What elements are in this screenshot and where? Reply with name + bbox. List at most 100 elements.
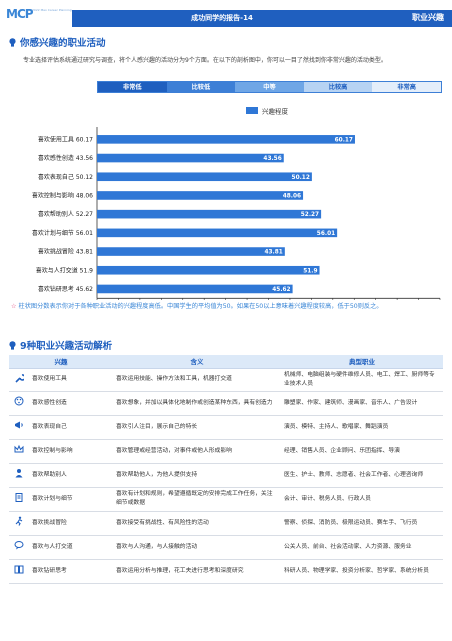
typical-jobs: 警察、侦探、消防员、极限运动员、赛车手、飞行员 [281, 511, 443, 536]
bar-value-label: 52.27 [301, 212, 319, 218]
table-row: 喜欢控制与影响 喜欢管理或经营活动，对事件或他人形成影响 经理、销售人员、企业顾问、… [9, 439, 443, 464]
typical-jobs: 会计、审计、税务人员、行政人员 [281, 487, 443, 512]
page-header: MCP 2022 Mao Career Planning 成功同学的报告-14 … [0, 0, 452, 30]
typical-jobs: 医生、护士、教师、志愿者、社会工作者、心理咨询师 [281, 463, 443, 488]
scale-level: 比较低 [166, 82, 236, 92]
bar [97, 135, 355, 144]
section1-title-text: 你感兴趣的职业活动 [20, 38, 106, 49]
row-icon-cell [9, 559, 29, 584]
bar [97, 172, 312, 182]
bar [97, 153, 284, 163]
category-label: 喜欢使用工具 60.17 [38, 135, 93, 143]
category-label: 喜欢帮助别人 52.27 [38, 210, 93, 218]
row-icon-cell [9, 487, 29, 512]
bar [97, 265, 320, 275]
category-label: 喜欢计划与细节 56.01 [32, 229, 93, 237]
typical-jobs: 经理、销售人员、企业顾问、乐团指挥、导演 [281, 439, 443, 464]
bar-value-label: 45.62 [272, 287, 290, 293]
bar-chart-svg: 兴趣程度0510152025303540455055606570758060.1… [32, 107, 444, 312]
table-header-row: 兴趣 含义 典型职业 [9, 355, 443, 369]
section2-title: 9种职业兴趣活动解析 [9, 338, 112, 352]
logo-subtitle: 2022 Mao Career Planning [32, 8, 72, 12]
typical-jobs: 演员、模特、主持人、歌唱家、舞蹈演员 [281, 415, 443, 440]
table-row: 喜欢钻研思考 喜欢运用分析与推理，花工夫进行思考和深度研究 科研人员、物理学家、投资… [9, 559, 443, 584]
interest-scale: 非常低 比较低 中等 比较高 非常高 [97, 81, 442, 93]
interest-meaning: 喜欢有计划和规则，希望遵循既定的安排完成工作任务，关注细节或数据 [113, 487, 281, 512]
bar-value-label: 43.56 [263, 156, 281, 162]
legend-swatch [246, 107, 258, 114]
col-jobs: 典型职业 [281, 355, 443, 369]
star-icon: ☆ [11, 303, 17, 310]
interest-name: 喜欢挑战冒险 [29, 511, 113, 536]
row-icon-cell [9, 463, 29, 488]
book-icon [14, 565, 24, 574]
logo-mark: MCP [6, 7, 34, 21]
table-row: 喜欢挑战冒险 喜欢接受有挑战性、有风险性的活动 警察、侦探、消防员、极限运动员、赛车… [9, 511, 443, 536]
typical-jobs: 雕塑家、作家、建筑师、漫画家、音乐人、广告设计 [281, 391, 443, 416]
lightbulb-icon [9, 38, 16, 47]
interest-meaning: 喜欢管理或经营活动，对事件或他人形成影响 [113, 439, 281, 464]
bar-value-label: 43.81 [264, 250, 282, 256]
helper-icon [15, 469, 23, 478]
typical-jobs: 科研人员、物理学家、投资分析家、哲学家、系统分析员 [281, 559, 443, 584]
bar-value-label: 60.17 [335, 137, 353, 143]
category-label: 喜欢钻研思考 45.62 [38, 285, 93, 293]
bar-value-label: 51.9 [303, 268, 317, 274]
interest-name: 喜欢与人打交道 [29, 535, 113, 560]
row-icon-cell [9, 511, 29, 536]
clipboard-icon [15, 493, 23, 502]
table-row: 喜欢表现自己 喜欢引人注目，展示自己的特长 演员、模特、主持人、歌唱家、舞蹈演员 [9, 415, 443, 440]
bar [97, 191, 304, 200]
bar-value-label: 50.12 [292, 175, 310, 181]
section1-title: 你感兴趣的职业活动 [9, 35, 106, 49]
chart-note: ☆ 柱状图分数表示你对于各种职业活动的兴趣程度高低。中国学生的平均值为50。如果… [11, 302, 441, 312]
typical-jobs: 公关人员、前台、社会活动家、人力资源、服务业 [281, 535, 443, 560]
interest-table: 兴趣 含义 典型职业 喜欢使用工具 喜欢运用技能、操作方法和工具，机器打交道 机械师… [9, 355, 443, 584]
bar-value-label: 56.01 [317, 231, 335, 237]
bar-value-label: 48.06 [283, 193, 301, 199]
interest-name: 喜欢帮助别人 [29, 463, 113, 488]
chart-note-text: 柱状图分数表示你对于各种职业活动的兴趣程度高低。中国学生的平均值为50。如果在5… [18, 303, 383, 310]
scale-level: 非常高 [372, 82, 441, 92]
row-icon-cell [9, 391, 29, 416]
crown-icon [14, 444, 24, 453]
typical-jobs: 机械师、电脑组装与硬件维修人员、电工、焊工、厨师等专业技术人员 [281, 368, 443, 392]
section2-title-text: 9种职业兴趣活动解析 [20, 341, 113, 352]
row-icon-cell [9, 415, 29, 440]
col-interest: 兴趣 [9, 355, 113, 369]
logo: MCP 2022 Mao Career Planning [6, 7, 72, 27]
interest-name: 喜欢表现自己 [29, 415, 113, 440]
table-row: 喜欢计划与细节 喜欢有计划和规则，希望遵循既定的安排完成工作任务，关注细节或数据会… [9, 487, 443, 512]
interest-meaning: 喜欢引人注目，展示自己的特长 [113, 415, 281, 440]
legend-label: 兴趣程度 [262, 107, 289, 116]
interest-name: 喜欢感性创造 [29, 391, 113, 416]
row-icon-cell [9, 535, 29, 560]
scale-level: 非常低 [98, 82, 167, 92]
interest-name: 喜欢钻研思考 [29, 559, 113, 584]
interest-meaning: 喜欢帮助他人，为他人提供支持 [113, 463, 281, 488]
header-bar: 成功同学的报告-14 职业兴趣 [72, 10, 452, 27]
table-row: 喜欢帮助别人 喜欢帮助他人，为他人提供支持 医生、护士、教师、志愿者、社会工作者、心… [9, 463, 443, 488]
category-label: 喜欢控制与影响 48.06 [32, 191, 93, 199]
bar [97, 284, 293, 294]
report-title: 成功同学的报告-14 [191, 14, 253, 22]
interest-meaning: 喜欢接受有挑战性、有风险性的活动 [113, 511, 281, 536]
lightbulb-icon [9, 341, 16, 350]
row-icon-cell [9, 439, 29, 464]
category-label: 喜欢表现自己 50.12 [38, 173, 93, 181]
chat-icon [14, 541, 24, 550]
table-row: 喜欢感性创造 喜欢想象，并加以具体化地制作或创造某种东西，具有创造力 雕塑家、作家、… [9, 391, 443, 416]
col-meaning: 含义 [113, 355, 281, 369]
interest-chart: 兴趣程度0510152025303540455055606570758060.1… [0, 100, 452, 312]
interest-name: 喜欢使用工具 [29, 368, 113, 392]
category-label: 喜欢感性创造 43.56 [38, 154, 93, 162]
interest-meaning: 喜欢想象，并加以具体化地制作或创造某种东西，具有创造力 [113, 391, 281, 416]
interest-name: 喜欢控制与影响 [29, 439, 113, 464]
interest-name: 喜欢计划与细节 [29, 487, 113, 512]
wrench-icon [15, 373, 24, 383]
bar [97, 209, 322, 219]
megaphone-icon [15, 421, 23, 429]
category-label: 喜欢与人打交道 51.9 [36, 266, 93, 274]
interest-meaning: 喜欢与人沟通，与人接触的活动 [113, 535, 281, 560]
category-label: 喜欢挑战冒险 43.81 [38, 248, 93, 256]
